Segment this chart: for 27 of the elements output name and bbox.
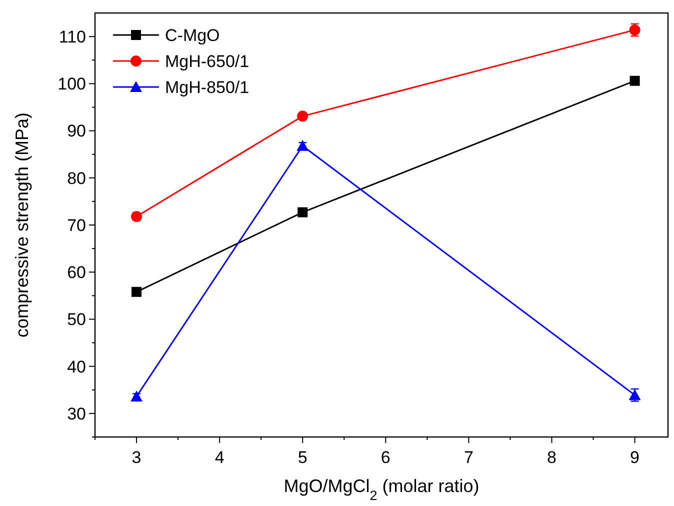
- y-tick-label: 40: [67, 357, 86, 376]
- x-tick-label: 8: [547, 448, 556, 467]
- legend-label: MgH-850/1: [165, 78, 250, 97]
- y-axis-title: compressive strength (MPa): [12, 112, 32, 338]
- point: [630, 76, 640, 86]
- y-tick-label: 100: [58, 74, 86, 94]
- point: [297, 110, 308, 122]
- legend-label: C-MgO: [165, 26, 220, 45]
- point: [298, 207, 308, 218]
- y-tick-label: 60: [67, 263, 86, 282]
- y-tick-label: 50: [67, 310, 86, 330]
- x-tick-label: 6: [380, 448, 390, 467]
- x-tick-label: 3: [132, 448, 142, 467]
- x-tick-label: 5: [298, 448, 308, 467]
- point: [132, 286, 142, 297]
- y-tick-label: 70: [67, 216, 86, 235]
- legend-label: MgH-650/1: [165, 52, 250, 71]
- x-tick-label: 4: [214, 448, 224, 467]
- x-tick-label: 7: [464, 448, 474, 467]
- point: [296, 140, 309, 151]
- point: [130, 390, 143, 402]
- x-tick-label: 9: [630, 448, 640, 467]
- y-tick-label: 90: [67, 122, 86, 141]
- y-tick-label: 30: [67, 404, 86, 424]
- y-tick-label: 80: [67, 168, 86, 188]
- x-axis-title: MgO/MgCl$_{2}$ (molar ratio): [284, 476, 480, 502]
- y-tick-label: 110: [58, 28, 86, 47]
